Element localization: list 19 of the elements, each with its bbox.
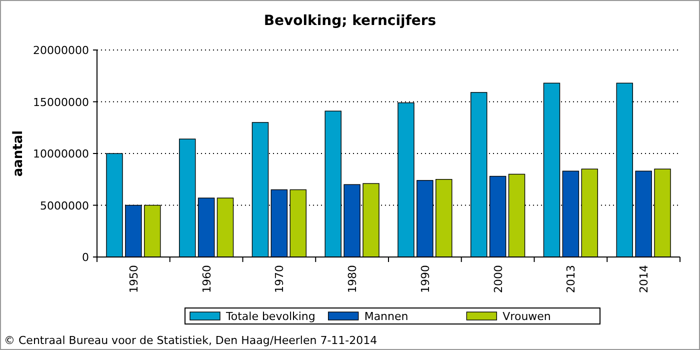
y-tick-label: 0 (82, 251, 89, 264)
x-tick-label: 1960 (200, 265, 214, 293)
text: © Centraal Bureau voor de Statistiek, Den Haag/Heerlen 7-11-2014 (4, 334, 378, 347)
chart-title: Bevolking; kerncijfers (264, 13, 436, 29)
x-tick-label: 1970 (273, 265, 286, 293)
y-tick-label: 15000000 (33, 96, 89, 109)
y-tick-label: 5000000 (40, 199, 89, 212)
y-axis-title: aantal (11, 130, 26, 177)
y-tick-label: 20000000 (33, 44, 89, 57)
x-tick-label: 2000 (492, 265, 505, 293)
legend-label: Mannen (364, 310, 408, 323)
legend-label: Vrouwen (502, 310, 551, 323)
x-tick-label: 1990 (418, 265, 432, 293)
x-tick-label: 1950 (127, 265, 140, 293)
y-tick-label: 10000000 (33, 148, 89, 160)
legend-label: Totale bevolking (225, 310, 316, 323)
x-tick-label: 1980 (346, 265, 360, 293)
x-tick-label: 2013 (564, 265, 578, 293)
x-tick-label: 2014 (638, 265, 651, 293)
